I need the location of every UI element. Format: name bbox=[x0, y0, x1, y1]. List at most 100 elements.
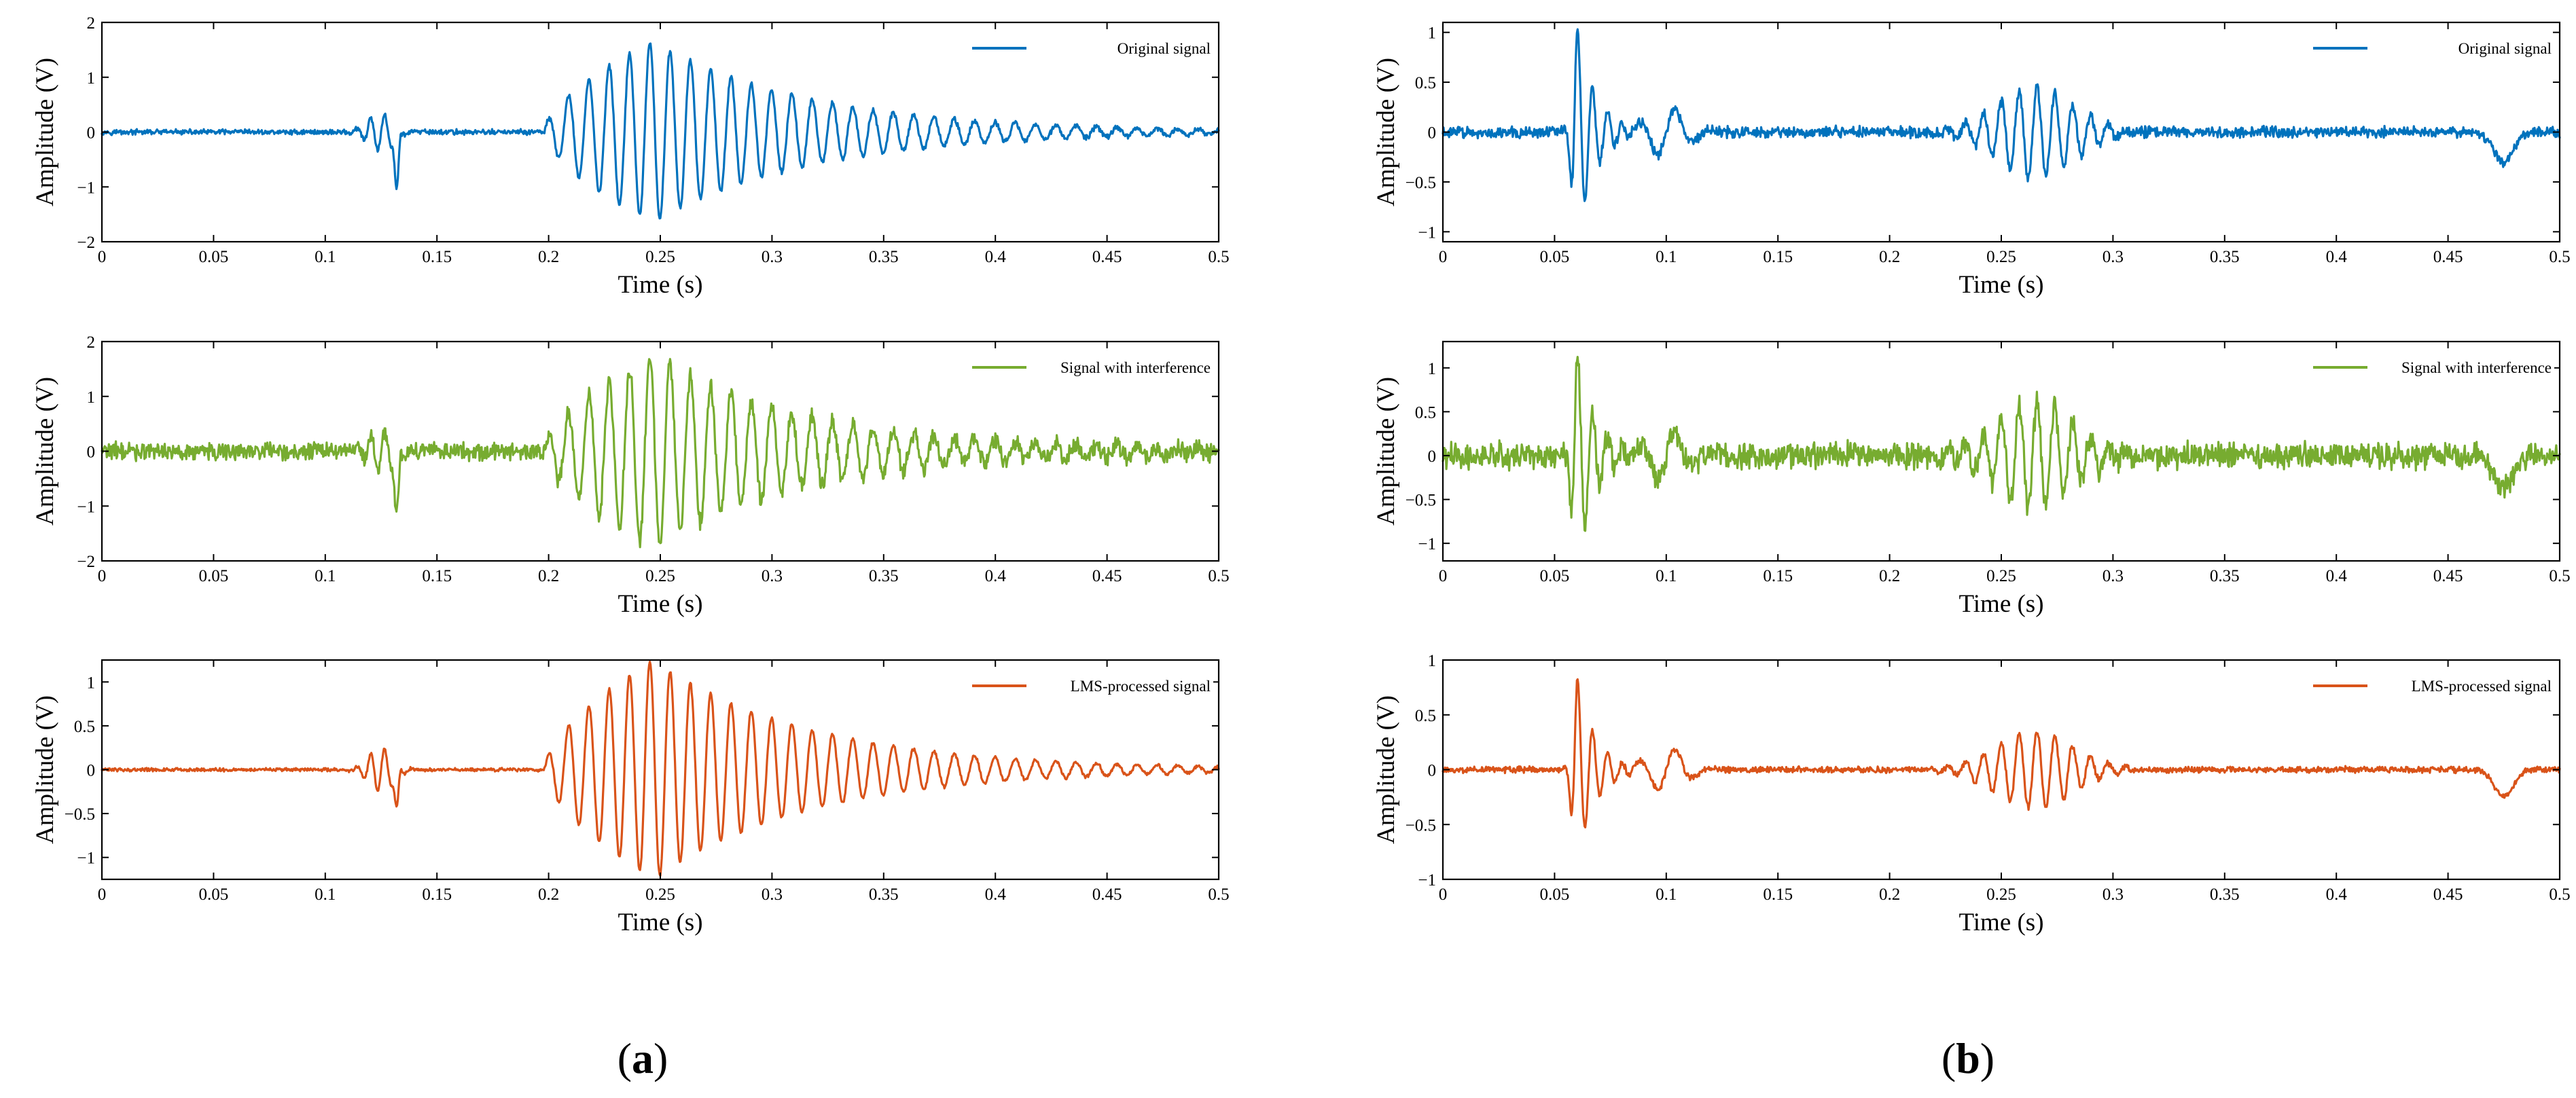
x-tick-label: 0.35 bbox=[869, 885, 899, 904]
x-tick-label: 0.05 bbox=[1540, 885, 1570, 904]
x-tick-label: 0.35 bbox=[2210, 248, 2240, 266]
y-tick-label: 0 bbox=[87, 443, 96, 462]
y-tick-label: 1 bbox=[1428, 24, 1437, 43]
panel-label-a: (a) bbox=[618, 1034, 668, 1082]
plot-a-1: 0 0.05 0.1 0.15 0.2 0.25 0.3 0.35 0.4 0.45 0.5 −2 −1… bbox=[31, 14, 1230, 299]
y-axis-title: Amplitude (V) bbox=[1372, 58, 1400, 206]
y-axis-title: Amplitude (V) bbox=[1372, 377, 1400, 526]
x-tick-label: 0.45 bbox=[2433, 248, 2463, 266]
legend-label-b-2: Signal with interference bbox=[2401, 359, 2552, 376]
x-tick-label: 0 bbox=[1439, 567, 1448, 585]
series-line-b-2 bbox=[1442, 356, 2561, 532]
x-tick-label: 0.45 bbox=[2433, 885, 2463, 904]
y-tick-label: −2 bbox=[77, 234, 95, 252]
y-tick-label: −1 bbox=[1418, 871, 1436, 890]
x-tick-label: 0.05 bbox=[1540, 248, 1570, 266]
x-axis-title: Time (s) bbox=[1958, 590, 2043, 618]
x-tick-label: 0.4 bbox=[985, 885, 1007, 904]
x-tick-label: 0 bbox=[1439, 885, 1448, 904]
x-tick-label: 0 bbox=[98, 248, 107, 266]
y-tick-label: 1 bbox=[87, 674, 96, 692]
plots-group: 0 0.05 0.1 0.15 0.2 0.25 0.3 0.35 0.4 0.45 0.5 −2 −1… bbox=[31, 14, 2571, 936]
plot-a-3: 0 0.05 0.1 0.15 0.2 0.25 0.3 0.35 0.4 0.45 0.5 −1 −0… bbox=[31, 659, 1230, 936]
y-tick-label: 2 bbox=[87, 333, 96, 352]
x-tick-label: 0 bbox=[1439, 248, 1448, 266]
x-tick-label: 0.15 bbox=[422, 567, 452, 585]
x-tick-label: 0.5 bbox=[1208, 885, 1229, 904]
plot-b-3: 0 0.05 0.1 0.15 0.2 0.25 0.3 0.35 0.4 0.45 0.5 −1 −0… bbox=[1372, 652, 2571, 936]
x-tick-label: 0.05 bbox=[199, 885, 229, 904]
x-tick-label: 0.2 bbox=[538, 248, 559, 266]
y-tick-label: −1 bbox=[77, 179, 95, 197]
y-axis-title: Amplitude (V) bbox=[31, 58, 59, 206]
series-line-b-1 bbox=[1442, 28, 2561, 202]
x-tick-label: 0 bbox=[98, 885, 107, 904]
x-tick-label: 0.3 bbox=[2103, 248, 2124, 266]
panel-label-b: (b) bbox=[1942, 1034, 1994, 1082]
x-tick-label: 0.4 bbox=[2326, 567, 2348, 585]
x-tick-label: 0 bbox=[98, 567, 107, 585]
x-axis-title: Time (s) bbox=[1958, 271, 2043, 299]
x-tick-label: 0.15 bbox=[1763, 885, 1793, 904]
x-tick-label: 0.25 bbox=[1986, 567, 2016, 585]
x-tick-label: 0.1 bbox=[1656, 885, 1677, 904]
y-tick-label: 2 bbox=[87, 14, 96, 33]
y-tick-label: −1 bbox=[77, 498, 95, 516]
series-line-a-1 bbox=[101, 42, 1220, 220]
x-tick-label: 0.35 bbox=[2210, 885, 2240, 904]
x-tick-label: 0.4 bbox=[985, 248, 1007, 266]
y-tick-label: −0.5 bbox=[1406, 492, 1436, 510]
y-tick-label: −0.5 bbox=[1406, 816, 1436, 835]
y-tick-label: 0 bbox=[1428, 447, 1437, 466]
y-tick-label: 0.5 bbox=[1415, 707, 1436, 725]
x-tick-label: 0.25 bbox=[1986, 885, 2016, 904]
x-tick-label: 0.1 bbox=[315, 567, 336, 585]
y-tick-label: 0.5 bbox=[1415, 403, 1436, 422]
x-tick-label: 0.25 bbox=[645, 248, 675, 266]
x-tick-label: 0.4 bbox=[2326, 885, 2348, 904]
x-tick-label: 0.2 bbox=[538, 885, 559, 904]
y-tick-label: −1 bbox=[1418, 535, 1436, 553]
x-tick-label: 0.45 bbox=[1092, 248, 1122, 266]
plot-a-2: 0 0.05 0.1 0.15 0.2 0.25 0.3 0.35 0.4 0.45 0.5 −2 −1… bbox=[31, 333, 1230, 618]
x-tick-label: 0.45 bbox=[2433, 567, 2463, 585]
x-tick-label: 0.15 bbox=[422, 885, 452, 904]
series-line-a-2 bbox=[101, 358, 1220, 549]
x-tick-label: 0.3 bbox=[2103, 567, 2124, 585]
x-axis-title: Time (s) bbox=[618, 909, 702, 936]
x-tick-label: 0.2 bbox=[1879, 885, 1900, 904]
x-tick-label: 0.35 bbox=[869, 567, 899, 585]
x-tick-label: 0.1 bbox=[315, 248, 336, 266]
y-tick-label: 1 bbox=[1428, 652, 1437, 670]
plot-b-2: 0 0.05 0.1 0.15 0.2 0.25 0.3 0.35 0.4 0.45 0.5 −1 −0… bbox=[1372, 340, 2571, 618]
y-axis-title: Amplitude (V) bbox=[31, 377, 59, 526]
y-tick-label: −0.5 bbox=[1406, 174, 1436, 192]
x-tick-label: 0.5 bbox=[2549, 248, 2570, 266]
legend-label-a-1: Original signal bbox=[1117, 40, 1211, 57]
x-axis-title: Time (s) bbox=[618, 271, 702, 299]
y-tick-label: 1 bbox=[87, 69, 96, 88]
series-line-b-3 bbox=[1442, 678, 2561, 828]
x-tick-label: 0.3 bbox=[762, 248, 783, 266]
legend-label-b-1: Original signal bbox=[2458, 40, 2552, 57]
x-tick-label: 0.2 bbox=[538, 567, 559, 585]
x-tick-label: 0.5 bbox=[2549, 567, 2570, 585]
x-tick-label: 0.1 bbox=[315, 885, 336, 904]
legend-label-b-3: LMS-processed signal bbox=[2412, 678, 2552, 695]
x-tick-label: 0.2 bbox=[1879, 248, 1900, 266]
y-axis-title: Amplitude (V) bbox=[31, 695, 59, 844]
legend-label-a-2: Signal with interference bbox=[1060, 359, 1211, 376]
x-tick-label: 0.5 bbox=[2549, 885, 2570, 904]
y-tick-label: 1 bbox=[87, 388, 96, 407]
x-tick-label: 0.3 bbox=[762, 885, 783, 904]
y-tick-label: 0 bbox=[1428, 124, 1437, 143]
x-tick-label: 0.35 bbox=[2210, 567, 2240, 585]
x-tick-label: 0.05 bbox=[199, 248, 229, 266]
x-axis-title: Time (s) bbox=[1958, 909, 2043, 936]
x-tick-label: 0.25 bbox=[1986, 248, 2016, 266]
y-tick-label: −2 bbox=[77, 553, 95, 571]
x-tick-label: 0.25 bbox=[645, 885, 675, 904]
x-tick-label: 0.5 bbox=[1208, 248, 1229, 266]
x-tick-label: 0.05 bbox=[1540, 567, 1570, 585]
